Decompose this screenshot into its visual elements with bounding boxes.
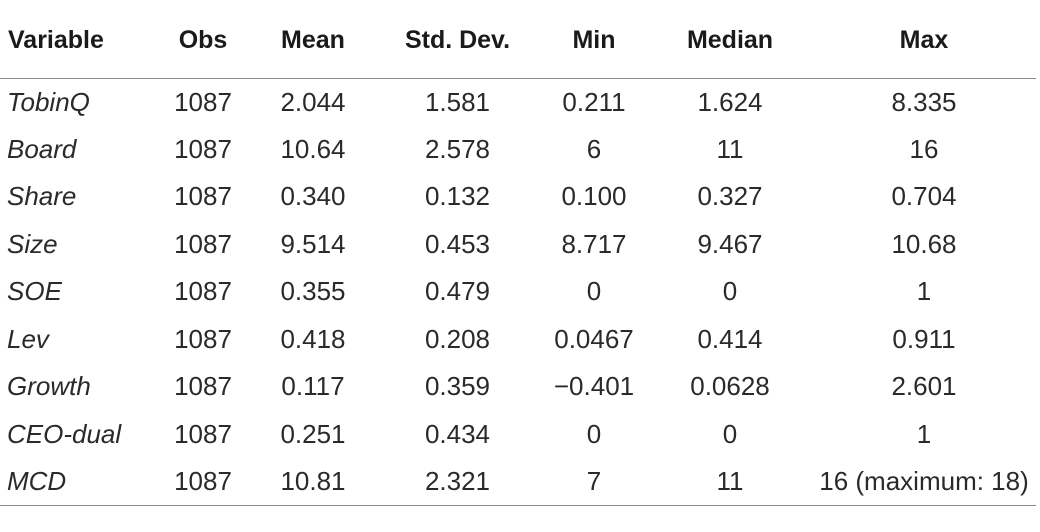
cell-max: 16 — [909, 133, 939, 164]
cell-variable: Size — [7, 228, 58, 259]
table-row: Lev 1087 0.418 0.208 0.0467 0.414 0.911 — [0, 316, 1036, 364]
cell-std-dev: 2.578 — [424, 133, 491, 164]
cell-median: 9.467 — [697, 228, 763, 259]
cell-obs: 1087 — [174, 323, 232, 354]
cell-mean: 0.340 — [280, 181, 346, 212]
header-row: Variable Obs Mean Std. Dev. Min Median M… — [0, 0, 1036, 78]
cell-obs: 1087 — [174, 86, 232, 117]
cell-obs: 1087 — [174, 133, 232, 164]
cell-std-dev: 0.479 — [424, 276, 491, 307]
cell-max: 10.68 — [891, 228, 957, 259]
cell-std-dev: 0.132 — [424, 181, 491, 212]
cell-max: 8.335 — [891, 86, 957, 117]
cell-min: 0 — [586, 276, 602, 307]
cell-std-dev: 0.208 — [424, 323, 491, 354]
cell-median: 11 — [716, 133, 744, 164]
cell-variable: CEO-dual — [7, 418, 122, 449]
header-mean: Mean — [281, 26, 345, 55]
table-row: Board 1087 10.64 2.578 6 11 16 — [0, 126, 1036, 174]
table-row: Share 1087 0.340 0.132 0.100 0.327 0.704 — [0, 173, 1036, 221]
cell-min: 8.717 — [561, 228, 627, 259]
cell-variable: Growth — [7, 371, 91, 402]
cell-max: 1 — [916, 418, 932, 449]
table-row: MCD 1087 10.81 2.321 7 11 16 (maximum: 1… — [0, 458, 1036, 506]
cell-mean: 2.044 — [280, 86, 346, 117]
cell-min: 0 — [586, 418, 602, 449]
cell-obs: 1087 — [174, 371, 232, 402]
cell-max: 16 (maximum: 18) — [819, 466, 1029, 496]
cell-obs: 1087 — [174, 228, 232, 259]
cell-obs: 1087 — [174, 466, 232, 496]
cell-std-dev: 0.359 — [424, 371, 491, 402]
cell-std-dev: 0.434 — [424, 418, 491, 449]
cell-max: 0.704 — [891, 181, 957, 212]
table-row: CEO-dual 1087 0.251 0.434 0 0 1 — [0, 411, 1036, 459]
cell-median: 0 — [722, 418, 738, 449]
cell-mean: 0.251 — [280, 418, 346, 449]
header-variable: Variable — [8, 26, 104, 55]
table-body: TobinQ 1087 2.044 1.581 0.211 1.624 8.33… — [0, 78, 1036, 506]
cell-std-dev: 1.581 — [424, 86, 491, 117]
cell-median: 11 — [716, 466, 744, 496]
cell-variable: Board — [7, 133, 77, 164]
cell-mean: 0.418 — [280, 323, 346, 354]
cell-std-dev: 2.321 — [424, 466, 491, 496]
cell-min: 0.100 — [561, 181, 627, 212]
header-min: Min — [572, 26, 616, 55]
cell-variable: Lev — [7, 323, 49, 354]
cell-median: 0 — [722, 276, 738, 307]
cell-obs: 1087 — [174, 181, 232, 212]
table-header: Variable Obs Mean Std. Dev. Min Median M… — [0, 0, 1036, 78]
cell-max: 1 — [916, 276, 932, 307]
cell-min: 6 — [586, 133, 602, 164]
table-row: Growth 1087 0.117 0.359 −0.401 0.0628 2.… — [0, 363, 1036, 411]
header-std-dev: Std. Dev. — [404, 26, 511, 55]
table-row: Size 1087 9.514 0.453 8.717 9.467 10.68 — [0, 221, 1036, 269]
cell-max: 0.911 — [892, 323, 956, 354]
cell-variable: MCD — [7, 466, 67, 496]
cell-variable: TobinQ — [7, 86, 90, 117]
header-median: Median — [686, 26, 774, 55]
cell-variable: SOE — [7, 276, 62, 307]
header-obs: Obs — [178, 26, 228, 55]
cell-median: 0.0628 — [690, 371, 770, 402]
cell-mean: 0.117 — [281, 371, 345, 402]
cell-mean: 10.64 — [280, 133, 346, 164]
cell-min: 7 — [586, 466, 602, 496]
cell-min: 0.0467 — [554, 323, 634, 354]
cell-mean: 0.355 — [280, 276, 346, 307]
cell-median: 0.327 — [697, 181, 763, 212]
table-row: SOE 1087 0.355 0.479 0 0 1 — [0, 268, 1036, 316]
cell-min: −0.401 — [553, 371, 635, 402]
cell-std-dev: 0.453 — [424, 228, 491, 259]
summary-statistics-table: Variable Obs Mean Std. Dev. Min Median M… — [0, 0, 1036, 506]
cell-obs: 1087 — [174, 276, 232, 307]
cell-median: 0.414 — [697, 323, 763, 354]
header-max: Max — [899, 26, 949, 55]
cell-variable: Share — [7, 181, 77, 212]
cell-mean: 10.81 — [280, 466, 346, 496]
cell-obs: 1087 — [174, 418, 232, 449]
cell-median: 1.624 — [697, 86, 763, 117]
cell-mean: 9.514 — [280, 228, 346, 259]
cell-min: 0.211 — [562, 86, 626, 117]
cell-max: 2.601 — [891, 371, 957, 402]
table-row: TobinQ 1087 2.044 1.581 0.211 1.624 8.33… — [0, 78, 1036, 126]
